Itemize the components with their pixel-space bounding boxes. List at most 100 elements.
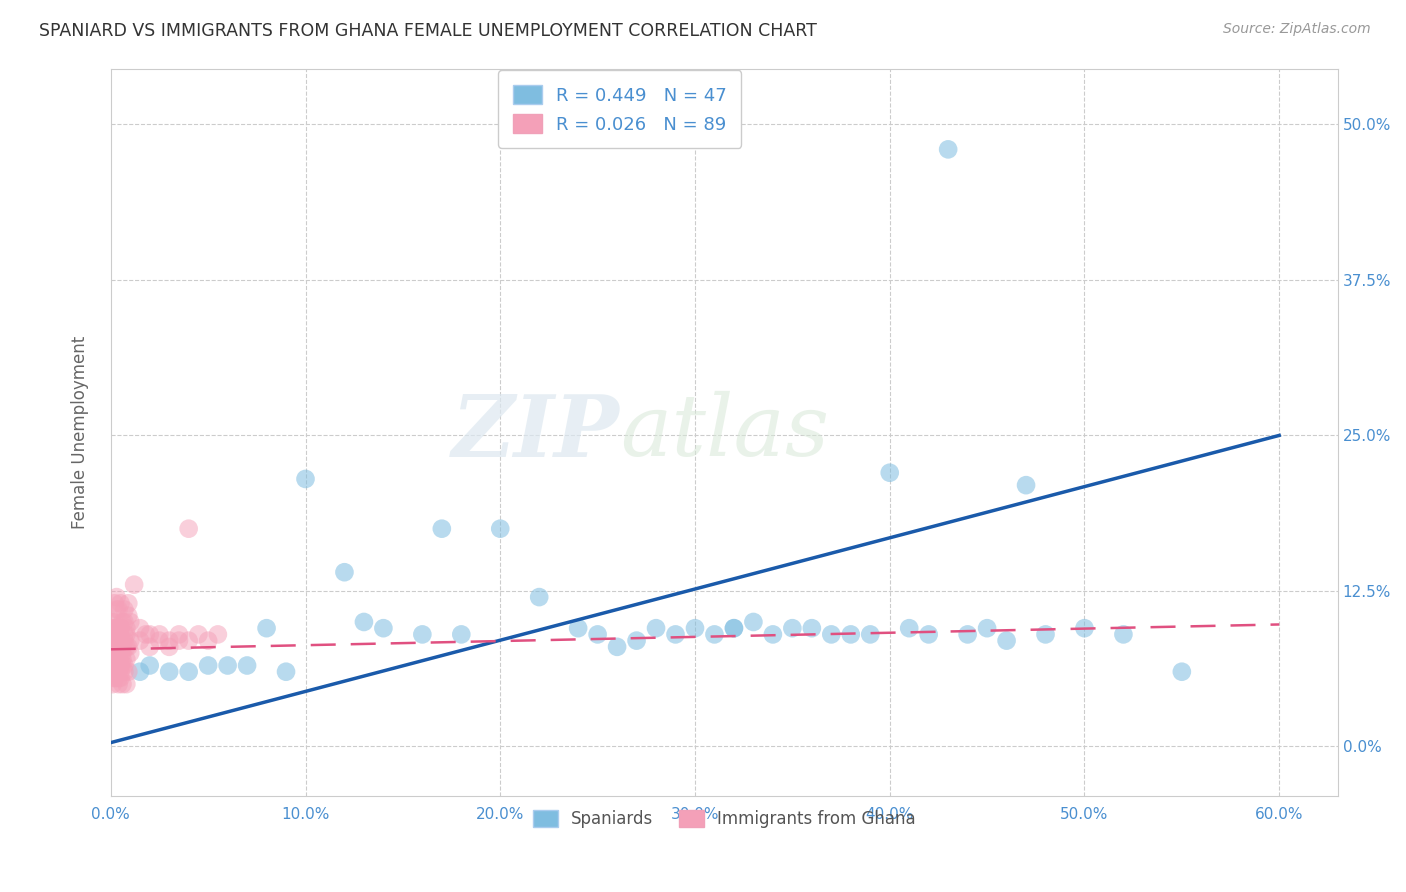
Point [104, 596, 127, 610]
Point [107, 646, 129, 660]
Text: atlas: atlas [620, 391, 830, 474]
Point [606, 640, 628, 654]
Point [333, 566, 356, 580]
Point [256, 621, 278, 635]
Point [839, 627, 862, 641]
Point [104, 627, 127, 641]
Text: Source: ZipAtlas.com: Source: ZipAtlas.com [1223, 22, 1371, 37]
Point [105, 627, 128, 641]
Point [157, 640, 180, 654]
Point [111, 652, 134, 666]
Point [879, 466, 901, 480]
Point [105, 621, 128, 635]
Point [135, 627, 157, 641]
Point [1015, 478, 1038, 492]
Point [976, 621, 998, 635]
Point [105, 646, 128, 660]
Point [177, 633, 200, 648]
Point [820, 627, 842, 641]
Point [104, 633, 127, 648]
Point [703, 627, 725, 641]
Point [110, 646, 132, 660]
Point [105, 602, 128, 616]
Point [1171, 665, 1194, 679]
Point [148, 633, 170, 648]
Text: ZIP: ZIP [453, 391, 620, 474]
Point [112, 658, 135, 673]
Point [936, 142, 959, 156]
Point [104, 627, 127, 641]
Point [105, 590, 128, 604]
Point [112, 633, 135, 648]
Point [105, 646, 128, 660]
Point [112, 627, 135, 641]
Point [107, 646, 129, 660]
Point [859, 627, 882, 641]
Point [129, 665, 152, 679]
Point [450, 627, 472, 641]
Point [353, 615, 375, 629]
Point [157, 633, 180, 648]
Point [294, 472, 316, 486]
Point [177, 522, 200, 536]
Point [120, 633, 142, 648]
Point [918, 627, 941, 641]
Point [107, 633, 129, 648]
Point [104, 658, 127, 673]
Point [105, 665, 128, 679]
Point [117, 665, 139, 679]
Point [177, 665, 200, 679]
Point [122, 577, 145, 591]
Point [586, 627, 609, 641]
Point [110, 596, 132, 610]
Point [104, 652, 127, 666]
Point [101, 640, 124, 654]
Point [101, 665, 124, 679]
Point [115, 640, 138, 654]
Point [111, 646, 134, 660]
Point [120, 615, 142, 629]
Point [112, 602, 135, 616]
Point [898, 621, 921, 635]
Point [664, 627, 686, 641]
Point [105, 665, 128, 679]
Point [197, 633, 219, 648]
Text: SPANIARD VS IMMIGRANTS FROM GHANA FEMALE UNEMPLOYMENT CORRELATION CHART: SPANIARD VS IMMIGRANTS FROM GHANA FEMALE… [39, 22, 817, 40]
Point [236, 658, 259, 673]
Point [104, 621, 127, 635]
Point [956, 627, 979, 641]
Point [197, 658, 219, 673]
Point [110, 671, 132, 685]
Point [411, 627, 433, 641]
Point [373, 621, 395, 635]
Point [104, 633, 127, 648]
Point [115, 677, 138, 691]
Point [115, 652, 138, 666]
Point [104, 671, 127, 685]
Point [101, 621, 124, 635]
Point [1035, 627, 1057, 641]
Point [111, 658, 134, 673]
Point [187, 627, 209, 641]
Point [115, 621, 138, 635]
Point [157, 665, 180, 679]
Point [138, 658, 160, 673]
Point [110, 633, 132, 648]
Point [117, 640, 139, 654]
Point [112, 665, 135, 679]
Point [107, 602, 129, 616]
Point [567, 621, 589, 635]
Point [120, 646, 142, 660]
Legend: Spaniards, Immigrants from Ghana: Spaniards, Immigrants from Ghana [526, 804, 922, 835]
Point [527, 590, 550, 604]
Point [101, 615, 124, 629]
Point [110, 658, 132, 673]
Point [430, 522, 453, 536]
Point [645, 621, 668, 635]
Point [101, 652, 124, 666]
Point [111, 640, 134, 654]
Point [1112, 627, 1135, 641]
Point [138, 640, 160, 654]
Point [723, 621, 745, 635]
Point [110, 621, 132, 635]
